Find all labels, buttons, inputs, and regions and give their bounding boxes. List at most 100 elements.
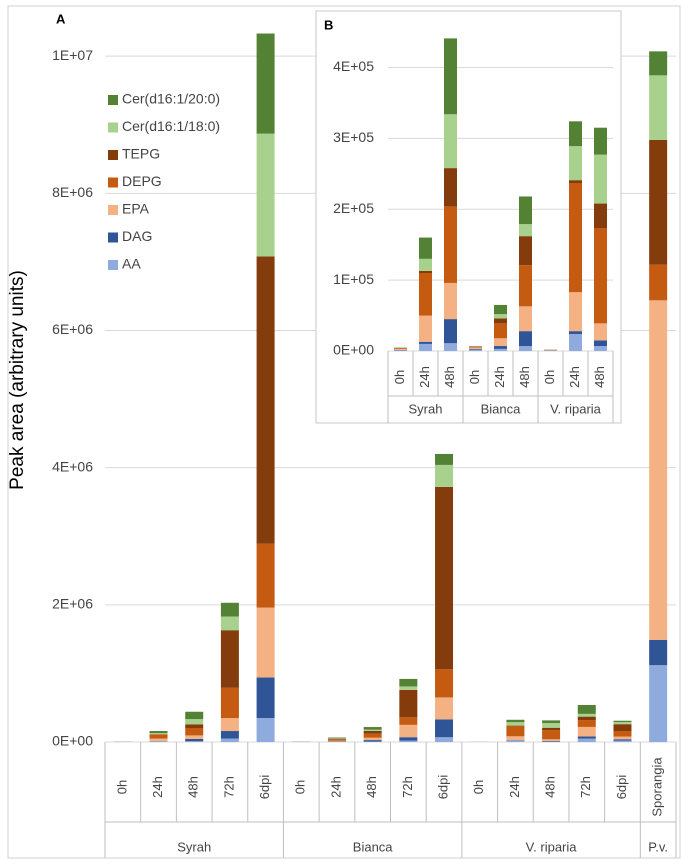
bar-segment	[444, 168, 457, 207]
bar-segment	[613, 720, 632, 723]
bar-segment	[613, 740, 632, 742]
bar-segment	[649, 75, 668, 140]
bar-segment	[494, 318, 507, 324]
bar-segment	[542, 723, 561, 728]
bar-segment	[444, 319, 457, 344]
x-tick-label: 72h	[400, 776, 415, 798]
bar-segment	[256, 677, 275, 718]
bar-segment	[594, 203, 607, 229]
bar-segment	[594, 154, 607, 204]
y-tick-label: 4E+05	[333, 58, 374, 74]
bar-segment	[519, 346, 532, 351]
bar-segment	[542, 720, 561, 724]
bar-segment	[399, 717, 418, 725]
y-tick-label: 6E+06	[52, 321, 93, 337]
legend-swatch	[108, 150, 118, 160]
bar-segment	[419, 343, 432, 351]
panel-b: B 0E+00 1E+05 2E+05 3E+05 4E+05 Syrah Bianca V. …	[315, 10, 622, 424]
bar-segment	[399, 686, 418, 690]
bar-segment	[577, 716, 596, 721]
bar-segment	[469, 346, 482, 348]
bar-segment	[185, 724, 204, 729]
y-tick-label: 1E+05	[333, 271, 374, 287]
bar-segment	[399, 737, 418, 741]
bar-segment	[494, 323, 507, 339]
x-tick-label: 6dpi	[435, 775, 450, 800]
bar-segment	[444, 206, 457, 283]
group-label: Bianca	[353, 839, 394, 854]
group-label: V. riparia	[526, 839, 578, 854]
bar-segment	[149, 741, 168, 742]
bar-segment	[469, 347, 482, 349]
bar-segment	[220, 731, 239, 739]
bar-segment	[577, 713, 596, 717]
bar-segment	[444, 282, 457, 320]
group-label: V. riparia	[550, 401, 602, 416]
bar-segment	[569, 182, 582, 293]
bar-segment	[649, 300, 668, 640]
y-tick-label: 3E+05	[333, 129, 374, 145]
bar-segment	[435, 464, 454, 487]
x-tick-label: 48h	[364, 776, 379, 798]
group-label: Syrah	[177, 839, 211, 854]
bar-segment	[185, 735, 204, 739]
legend-label: DEPG	[122, 173, 162, 189]
bar-segment	[394, 350, 407, 351]
bar-segment	[594, 228, 607, 324]
bar-segment	[419, 258, 432, 271]
bar-segment	[577, 720, 596, 727]
x-tick-label: 48h	[517, 366, 532, 388]
x-tick-label: 48h	[186, 776, 201, 798]
bar-segment	[506, 719, 525, 723]
bar-segment	[519, 196, 532, 225]
bar-segment	[444, 114, 457, 169]
bar-segment	[185, 719, 204, 725]
legend-swatch	[108, 232, 118, 243]
bar-segment	[519, 236, 532, 266]
x-tick-label: 48h	[442, 366, 457, 388]
bar-segment	[435, 453, 454, 465]
x-tick-label: 6dpi	[614, 775, 629, 800]
bar-segment	[494, 348, 507, 351]
bar-segment	[542, 740, 561, 742]
x-tick-label: 0h	[471, 780, 486, 794]
x-tick-label: 24h	[507, 776, 522, 798]
y-tick-label: 0E+00	[52, 733, 93, 749]
bar-segment	[649, 264, 668, 301]
bar-segment	[399, 689, 418, 718]
x-tick-label: Sporangia	[650, 757, 665, 817]
x-tick-label: 24h	[150, 776, 165, 798]
x-tick-label: 24h	[567, 366, 582, 388]
legend-label: Cer(d16:1/18:0)	[122, 118, 220, 134]
x-tick-label: 24h	[328, 776, 343, 798]
bar-segment	[444, 343, 457, 351]
x-tick-label: 24h	[492, 366, 507, 388]
panel-label: B	[324, 17, 333, 32]
bar-segment	[613, 736, 632, 740]
bar-segment	[494, 338, 507, 347]
bar-segment	[149, 733, 168, 735]
x-tick-label: 0h	[114, 780, 129, 794]
bar-segment	[220, 602, 239, 617]
bar-segment	[185, 711, 204, 720]
bar-segment	[419, 270, 432, 274]
bar-segment	[506, 740, 525, 742]
legend-swatch	[108, 177, 118, 188]
legend-label: TEPG	[122, 146, 160, 162]
bar-segment	[363, 727, 382, 730]
bar-segment	[363, 740, 382, 742]
bar-segment	[435, 719, 454, 738]
bar-segment	[569, 333, 582, 351]
bar-segment	[220, 717, 239, 732]
bar-segment	[399, 740, 418, 742]
bar-segment	[435, 697, 454, 720]
bar-segment	[419, 273, 432, 316]
bar-segment	[577, 736, 596, 739]
bar-segment	[594, 127, 607, 155]
legend-label: DAG	[122, 228, 152, 244]
bar-segment	[363, 733, 382, 738]
bar-segment	[394, 348, 407, 349]
legend-swatch	[108, 122, 118, 133]
bar-segment	[363, 729, 382, 731]
